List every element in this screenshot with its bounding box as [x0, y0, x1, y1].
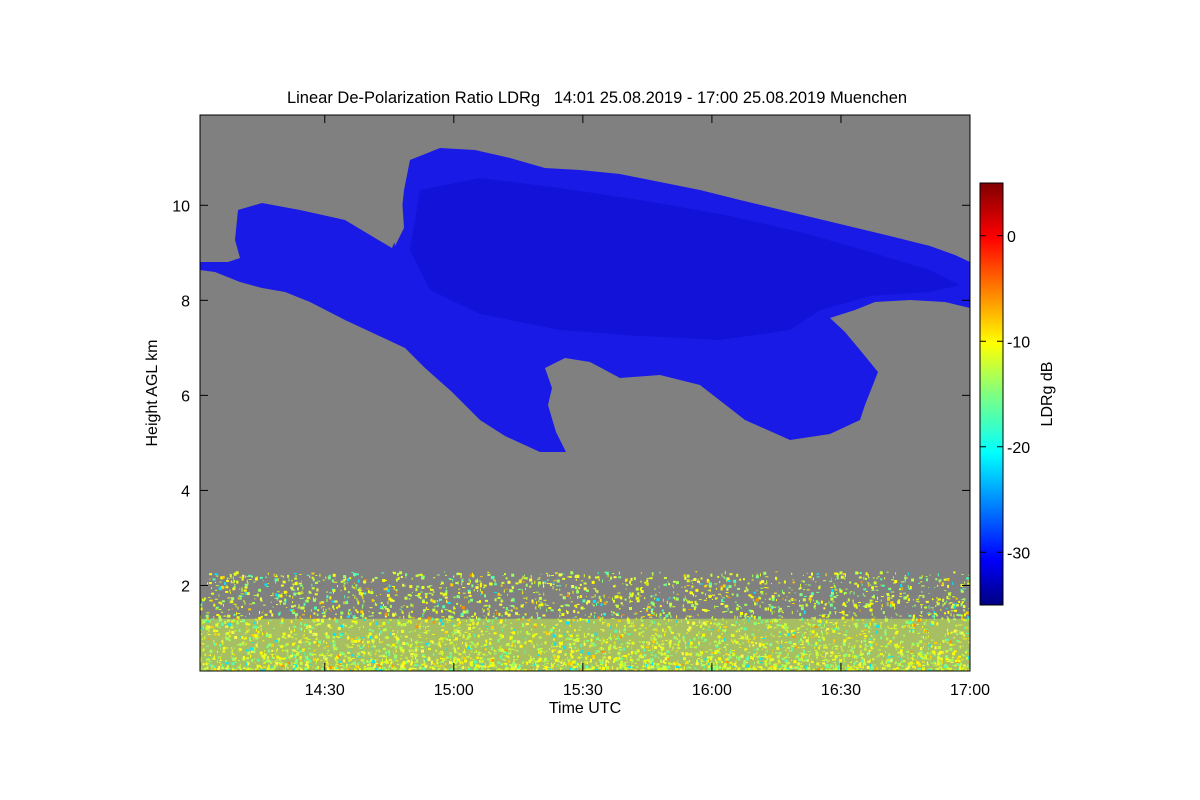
x-tick-label: 14:30 — [305, 682, 345, 699]
chart-title: Linear De-Polarization Ratio LDRg 14:01 … — [287, 89, 907, 107]
y-tick-label: 2 — [181, 578, 190, 595]
plot-frame — [199, 114, 971, 672]
colorbar-tick-label: -20 — [1007, 440, 1030, 457]
colorbar-ticks: 0 -10 -20 -30 — [980, 229, 1030, 562]
boundary-layer — [200, 571, 970, 671]
cloud-gap — [388, 198, 404, 246]
x-tick-label: 15:30 — [563, 682, 603, 699]
y-axis-ticks: 2 4 6 8 10 — [172, 198, 970, 595]
y-tick-label: 10 — [172, 198, 190, 215]
x-tick-label: 16:00 — [692, 682, 732, 699]
colorbar-tick-label: -10 — [1007, 334, 1030, 351]
ice-cloud-core — [410, 178, 960, 340]
x-tick-label: 16:30 — [821, 682, 861, 699]
x-axis-ticks: 14:30 15:00 15:30 16:00 16:30 17:00 — [305, 115, 990, 699]
colorbar-gradient — [979, 182, 1004, 606]
colorbar-tick-label: 0 — [1007, 229, 1016, 246]
plot-area: 2 4 6 8 10 14:30 15:00 15:30 16:00 16:30 17:00 — [172, 114, 990, 699]
colorbar: 0 -10 -20 -30 LDRg dB — [979, 182, 1056, 606]
x-axis-label: Time UTC — [549, 700, 621, 717]
y-axis-label: Height AGL km — [144, 339, 161, 446]
x-tick-label: 15:00 — [434, 682, 474, 699]
x-tick-label: 17:00 — [950, 682, 990, 699]
colorbar-tick-label: -30 — [1007, 545, 1030, 562]
y-tick-label: 8 — [181, 293, 190, 310]
colorbar-label: LDRg dB — [1039, 362, 1056, 427]
y-tick-label: 4 — [181, 483, 190, 500]
y-tick-label: 6 — [181, 388, 190, 405]
